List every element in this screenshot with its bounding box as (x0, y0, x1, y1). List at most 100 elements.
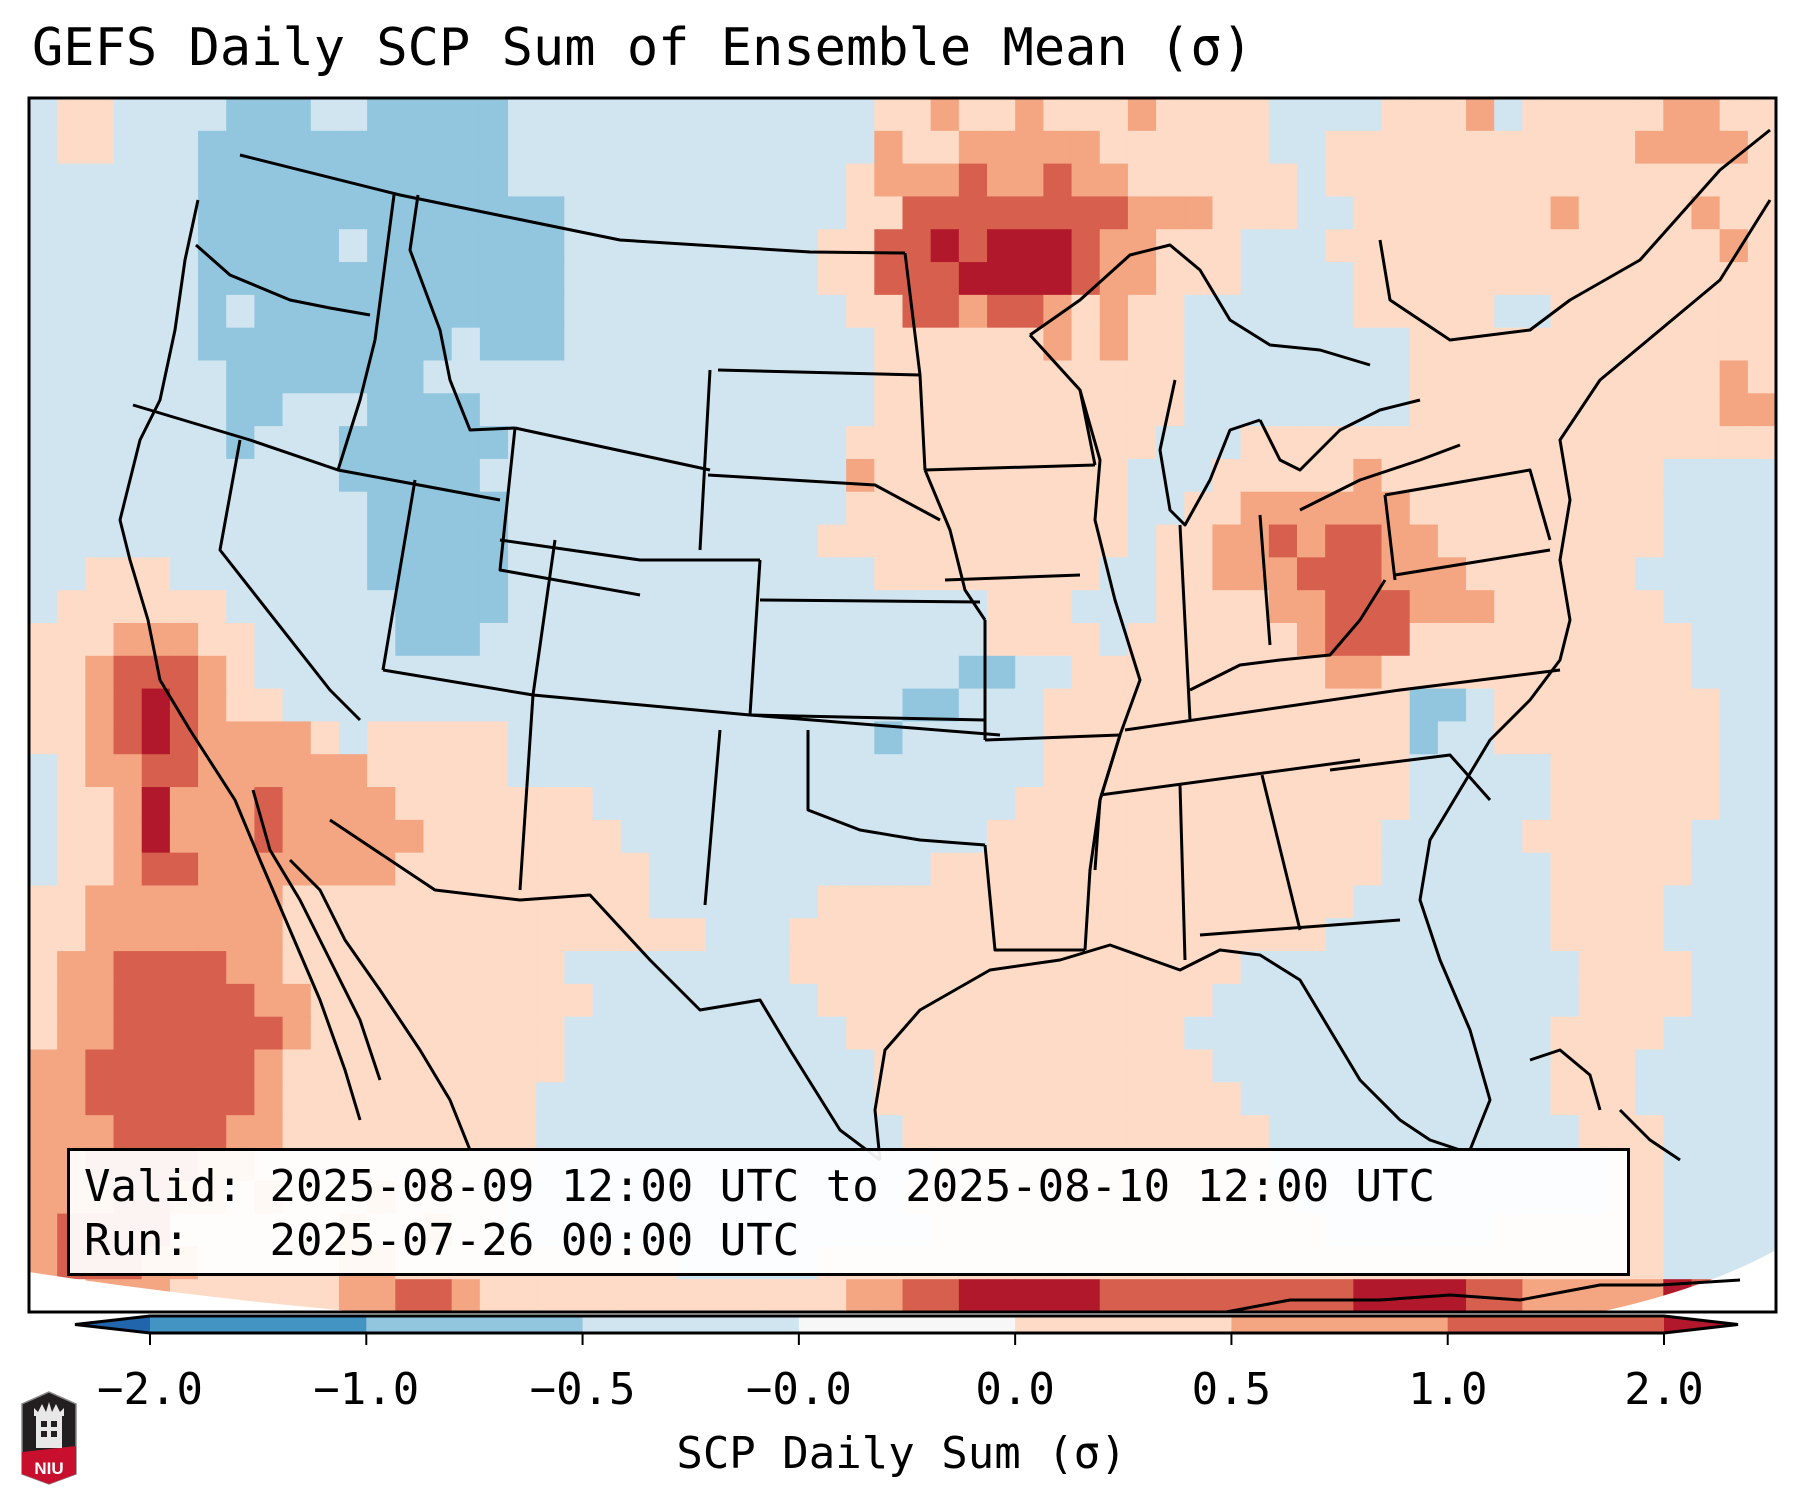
field-cell (1127, 688, 1157, 722)
field-cell (141, 754, 171, 788)
field-cell (113, 885, 143, 919)
boundaries-layer (118, 128, 1772, 1312)
field-cell (508, 1082, 537, 1116)
field-cell (1015, 130, 1044, 165)
field-cell (113, 98, 143, 132)
field-cell (1156, 1082, 1185, 1116)
field-cell (733, 360, 763, 394)
coastline-mexico-west (288, 858, 472, 1151)
field-cell (29, 787, 58, 821)
field-cell (367, 524, 396, 558)
field-cell (508, 1115, 537, 1149)
field-cell (1296, 262, 1326, 296)
field-cell (1691, 721, 1721, 755)
field-cell (902, 130, 932, 165)
field-cell (1353, 426, 1383, 460)
field-cell (395, 951, 425, 985)
field-cell (902, 393, 932, 427)
field-cell (1747, 590, 1776, 624)
coastline-lake-erie (1299, 443, 1461, 512)
field-cell (1381, 951, 1411, 985)
field-cell (958, 360, 988, 394)
field-cell (1437, 491, 1467, 526)
field-cell (1015, 918, 1044, 952)
field-cell (1268, 787, 1298, 821)
field-cell (1043, 754, 1073, 788)
field-cell (1606, 655, 1636, 690)
field-cell (1184, 852, 1214, 887)
field-cell (733, 393, 763, 427)
field-cell (1353, 130, 1383, 165)
field-cell (1240, 524, 1270, 558)
field-cell (1663, 1082, 1693, 1116)
field-cell (282, 1115, 312, 1149)
field-cell (1635, 1082, 1664, 1116)
field-cell (761, 327, 791, 362)
field-cell (113, 163, 143, 198)
field-cell (508, 951, 537, 985)
field-cell (1691, 524, 1721, 558)
field-cell (254, 229, 284, 263)
field-cell (874, 622, 904, 657)
field-cell (169, 1115, 199, 1149)
field-cell (479, 951, 509, 985)
field-cell (536, 1279, 565, 1312)
field-cell (169, 983, 199, 1018)
field-cell (1719, 590, 1749, 624)
field-cell (987, 1279, 1016, 1312)
field-cell (113, 787, 143, 821)
field-cell (677, 557, 706, 591)
field-cell (677, 426, 706, 460)
field-cell (57, 458, 86, 493)
field-cell (592, 1082, 622, 1116)
colorbar-tick-label: 2.0 (1624, 1364, 1704, 1415)
field-cell (761, 1279, 791, 1312)
field-cell (423, 262, 453, 296)
field-cell (1747, 688, 1776, 722)
field-cell (1747, 98, 1776, 132)
field-cell (1719, 98, 1749, 132)
field-cell (113, 1115, 143, 1149)
field-cell (789, 196, 819, 230)
field-cell (1184, 721, 1214, 755)
field-cell (1578, 327, 1608, 362)
field-cell (226, 393, 256, 427)
field-cell (1268, 524, 1298, 558)
field-cell (705, 983, 735, 1018)
field-cell (1156, 360, 1185, 394)
field-cell (198, 787, 227, 821)
field-cell (367, 787, 396, 821)
field-cell (338, 327, 368, 362)
field-cell (1747, 1016, 1776, 1051)
field-cell (536, 262, 565, 296)
field-cell (1381, 819, 1411, 854)
field-cell (1268, 590, 1298, 624)
field-cell (1268, 130, 1298, 165)
field-cell (1606, 262, 1636, 296)
field-cell (423, 819, 453, 854)
field-cell (733, 491, 763, 526)
border-pa-ny (1384, 468, 1552, 541)
field-cell (677, 393, 706, 427)
field-cell (1606, 590, 1636, 624)
field-cell (1663, 885, 1693, 919)
field-cell (733, 787, 763, 821)
field-cell (1550, 491, 1580, 526)
field-cell (451, 491, 481, 526)
field-cell (1466, 787, 1495, 821)
field-cell (536, 229, 565, 263)
field-cell (1747, 393, 1776, 427)
field-cell (1156, 622, 1185, 657)
field-cell (1071, 622, 1101, 657)
border-nv-ut (381, 479, 417, 671)
field-cell (1156, 196, 1185, 230)
field-cell (1522, 196, 1552, 230)
border-ut-co (531, 539, 557, 696)
field-cell (451, 754, 481, 788)
field-cell (846, 721, 875, 755)
field-cell (648, 1115, 678, 1149)
field-cell (620, 524, 650, 558)
field-cell (1127, 1115, 1157, 1149)
field-cell (987, 622, 1016, 657)
field-cell (479, 360, 509, 394)
